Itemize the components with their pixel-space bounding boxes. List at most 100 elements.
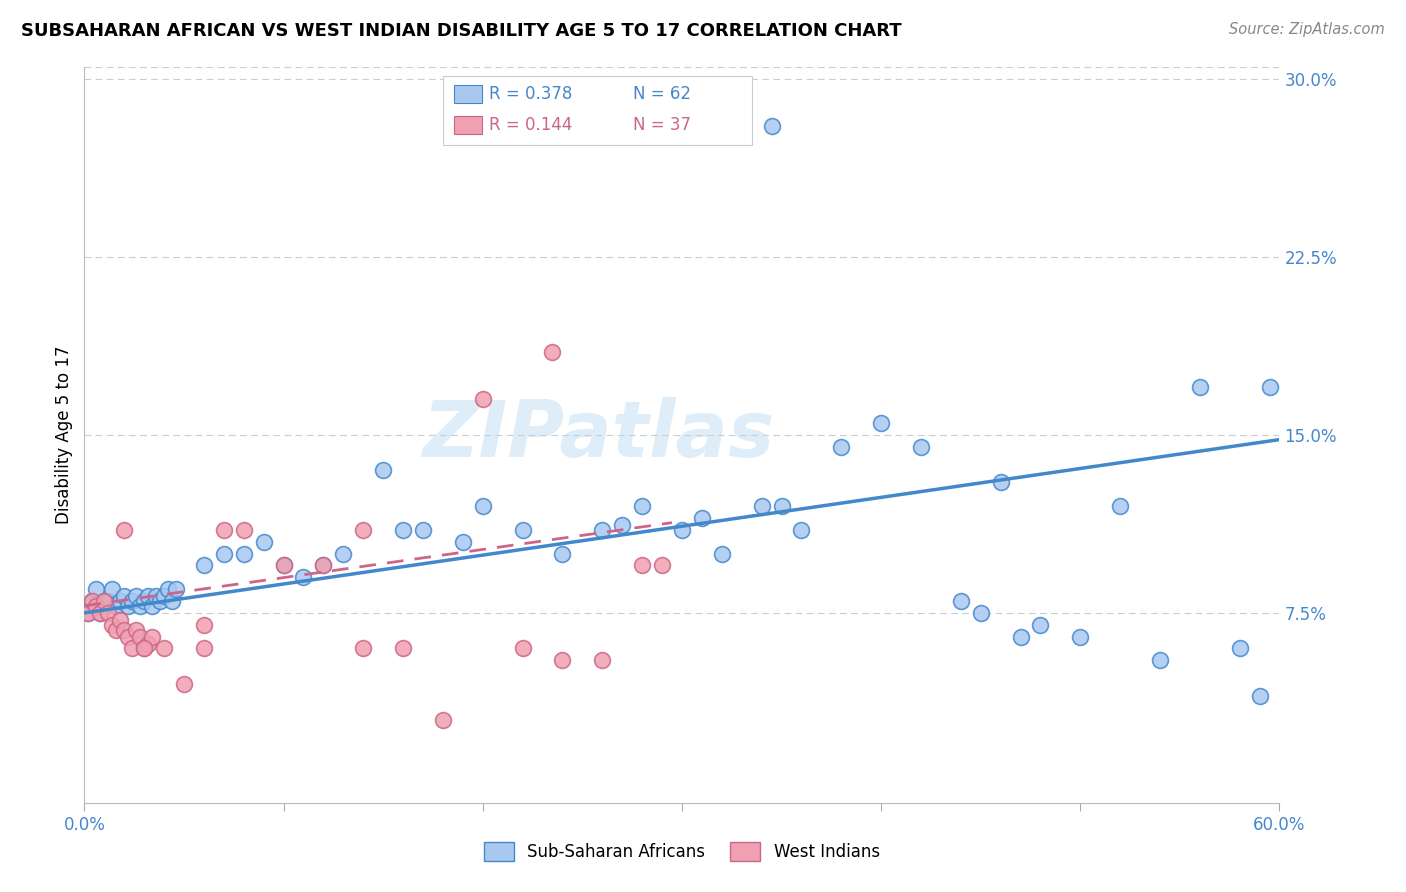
Point xyxy=(157,582,180,596)
Point xyxy=(136,589,159,603)
Point xyxy=(193,558,215,573)
Point xyxy=(121,594,143,608)
Point xyxy=(949,594,972,608)
Point xyxy=(110,594,132,608)
Point xyxy=(112,623,135,637)
Point xyxy=(77,606,100,620)
Point xyxy=(392,641,415,656)
Point xyxy=(1010,630,1032,644)
Point xyxy=(1029,617,1052,632)
Text: SUBSAHARAN AFRICAN VS WEST INDIAN DISABILITY AGE 5 TO 17 CORRELATION CHART: SUBSAHARAN AFRICAN VS WEST INDIAN DISABI… xyxy=(21,22,901,40)
Y-axis label: Disability Age 5 to 17: Disability Age 5 to 17 xyxy=(55,345,73,524)
Point xyxy=(1258,380,1281,394)
Point xyxy=(352,523,374,537)
Point xyxy=(149,594,172,608)
Point xyxy=(121,641,143,656)
Point xyxy=(471,499,494,513)
Point xyxy=(125,623,148,637)
Point xyxy=(97,606,120,620)
Point xyxy=(132,641,156,656)
Point xyxy=(86,599,108,613)
Point xyxy=(412,523,434,537)
Point xyxy=(770,499,793,513)
Point xyxy=(273,558,295,573)
Point xyxy=(117,630,139,644)
Legend: Sub-Saharan Africans, West Indians: Sub-Saharan Africans, West Indians xyxy=(478,836,886,868)
Point xyxy=(132,641,156,656)
Point xyxy=(761,120,783,134)
Point xyxy=(312,558,335,573)
Point xyxy=(910,440,932,454)
Text: R = 0.378: R = 0.378 xyxy=(489,85,572,103)
Text: ZIPatlas: ZIPatlas xyxy=(422,397,775,473)
Point xyxy=(551,653,574,667)
Point xyxy=(160,594,183,608)
Point xyxy=(101,617,124,632)
Point xyxy=(312,558,335,573)
Point xyxy=(830,440,852,454)
Point xyxy=(1229,641,1251,656)
Point xyxy=(105,599,128,613)
Point xyxy=(432,713,454,727)
Point xyxy=(392,523,415,537)
Point xyxy=(132,594,156,608)
Point xyxy=(970,606,993,620)
Point xyxy=(77,606,100,620)
Text: N = 37: N = 37 xyxy=(633,116,690,134)
Point xyxy=(690,511,713,525)
Point xyxy=(101,582,124,596)
Point xyxy=(145,589,167,603)
Point xyxy=(193,617,215,632)
Point xyxy=(352,641,374,656)
Point xyxy=(1069,630,1091,644)
Point xyxy=(165,582,187,596)
Point xyxy=(89,606,111,620)
Point xyxy=(471,392,494,407)
Point xyxy=(671,523,693,537)
Point xyxy=(373,463,395,477)
Point xyxy=(112,523,135,537)
Point xyxy=(212,547,235,561)
Point xyxy=(631,558,654,573)
Point xyxy=(141,630,163,644)
Point xyxy=(112,589,135,603)
Point xyxy=(451,534,474,549)
Point xyxy=(89,606,111,620)
Point xyxy=(173,677,195,691)
Point xyxy=(790,523,813,537)
Point xyxy=(110,613,132,627)
Point xyxy=(1188,380,1211,394)
Point xyxy=(273,558,295,573)
Point xyxy=(631,499,654,513)
Point xyxy=(105,623,128,637)
Point xyxy=(990,475,1012,490)
Point xyxy=(153,641,176,656)
Point xyxy=(541,344,564,359)
Point xyxy=(253,534,276,549)
Point xyxy=(82,594,104,608)
Point xyxy=(591,653,613,667)
Point xyxy=(1249,689,1271,703)
Point xyxy=(591,523,613,537)
Point xyxy=(551,547,574,561)
Point xyxy=(1149,653,1171,667)
Point xyxy=(612,518,634,533)
Point xyxy=(117,599,139,613)
Point xyxy=(332,547,354,561)
Point xyxy=(751,499,773,513)
Point xyxy=(93,594,115,608)
Point xyxy=(82,594,104,608)
Point xyxy=(93,594,115,608)
Point xyxy=(86,582,108,596)
Point xyxy=(710,547,733,561)
Point xyxy=(232,523,254,537)
Point xyxy=(141,599,163,613)
Point xyxy=(136,637,159,651)
Point xyxy=(1109,499,1132,513)
Point xyxy=(193,641,215,656)
Point xyxy=(870,416,893,430)
Point xyxy=(512,641,534,656)
Text: R = 0.144: R = 0.144 xyxy=(489,116,572,134)
Point xyxy=(292,570,315,584)
Point xyxy=(212,523,235,537)
